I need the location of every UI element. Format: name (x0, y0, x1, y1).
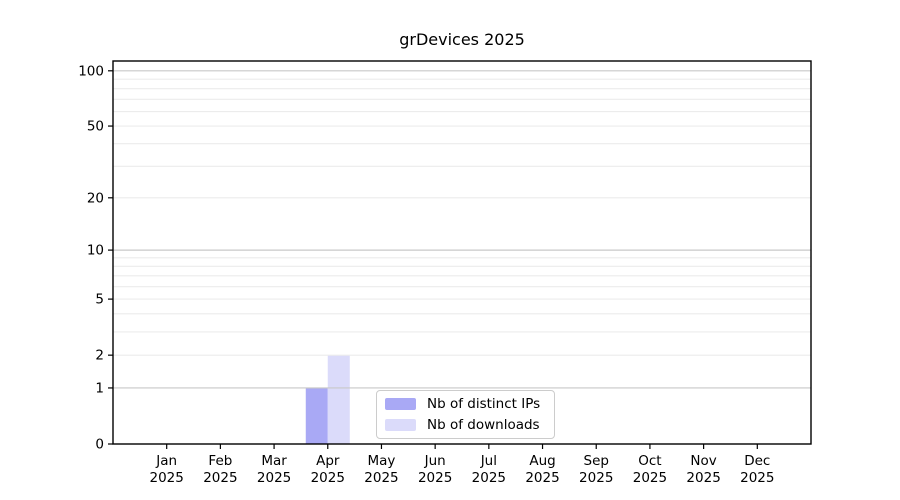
x-tick-label-month: Oct (638, 453, 661, 469)
legend-item: Nb of downloads (385, 417, 554, 434)
x-tick-label-year: 2025 (418, 470, 452, 486)
x-tick-label-year: 2025 (579, 470, 613, 486)
bar-nb-of-downloads-apr-2025 (327, 355, 350, 444)
y-tick-label: 5 (95, 292, 104, 308)
x-tick-label-year: 2025 (686, 470, 720, 486)
x-tick-label-month: Feb (208, 453, 232, 469)
legend-label: Nb of downloads (427, 417, 540, 433)
y-tick-label: 100 (78, 63, 104, 79)
legend-swatch (385, 398, 416, 410)
x-tick-label-month: Aug (529, 453, 555, 469)
x-tick-label-month: Dec (744, 453, 770, 469)
y-tick-label: 1 (95, 380, 104, 396)
x-tick-label-year: 2025 (150, 470, 184, 486)
y-tick-label: 20 (87, 190, 104, 206)
x-tick-label-year: 2025 (525, 470, 559, 486)
x-tick-label-year: 2025 (311, 470, 345, 486)
x-tick-label-year: 2025 (740, 470, 774, 486)
y-tick-label: 2 (95, 348, 104, 364)
x-tick-label-month: May (368, 453, 396, 469)
chart-title: grDevices 2025 (399, 30, 525, 49)
y-tick-label: 0 (95, 437, 104, 453)
x-tick-label-year: 2025 (203, 470, 237, 486)
y-tick-label: 50 (87, 119, 104, 135)
x-tick-label-month: Mar (261, 453, 287, 469)
bar-nb-of-distinct-ips-apr-2025 (305, 387, 328, 444)
plot-area-border (112, 60, 812, 445)
x-tick-label-year: 2025 (257, 470, 291, 486)
legend-swatch (385, 419, 416, 431)
legend-item: Nb of distinct IPs (385, 396, 554, 413)
y-tick-label: 10 (87, 243, 104, 259)
x-tick-label-month: Jan (155, 453, 177, 469)
x-tick-label-month: Nov (690, 453, 716, 469)
x-tick-label-year: 2025 (633, 470, 667, 486)
x-tick-label-month: Apr (316, 453, 340, 469)
x-tick-label-year: 2025 (364, 470, 398, 486)
x-tick-label-month: Jun (424, 453, 446, 469)
legend: Nb of distinct IPs Nb of downloads (376, 390, 555, 439)
legend-label: Nb of distinct IPs (427, 396, 541, 412)
x-tick-label-month: Jul (480, 453, 497, 469)
x-tick-label-month: Sep (584, 453, 609, 469)
x-tick-label-year: 2025 (472, 470, 506, 486)
